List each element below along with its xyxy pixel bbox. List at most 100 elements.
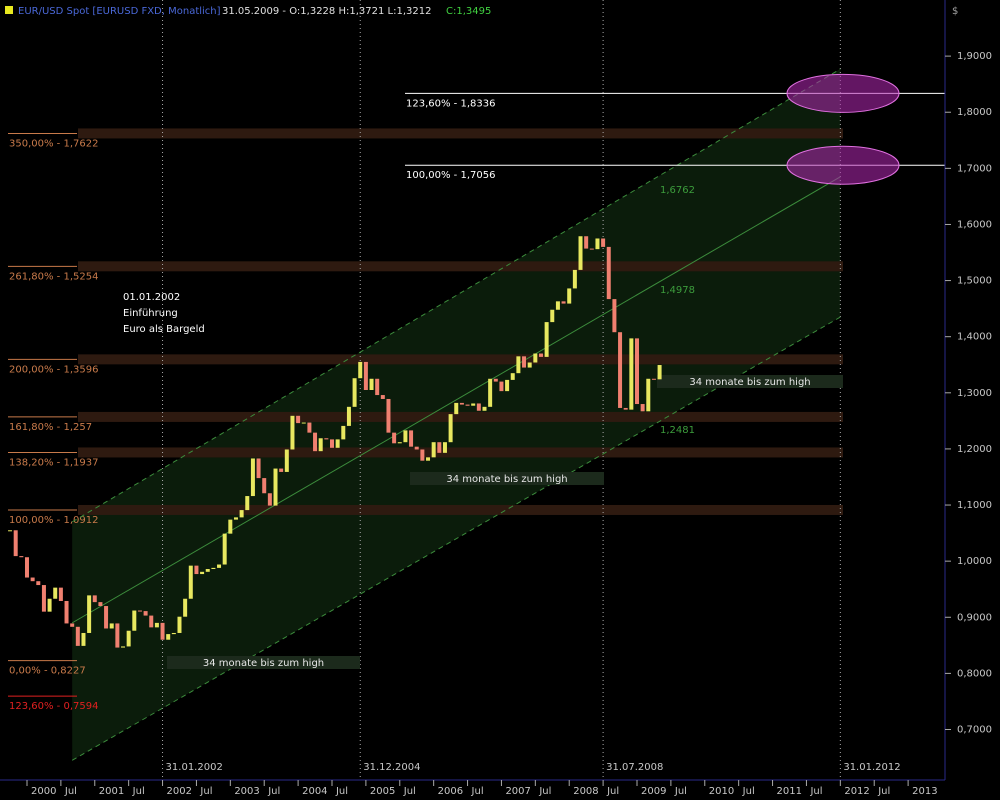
x-tick-label: Jul — [199, 786, 212, 797]
candle — [121, 646, 126, 648]
candle — [476, 403, 481, 411]
annotation: 34 monate bis zum high — [446, 474, 567, 485]
candle — [64, 600, 69, 624]
candle — [442, 442, 447, 453]
candle — [36, 581, 41, 586]
candle — [380, 395, 385, 399]
y-tick-label: 1,6000 — [957, 219, 992, 230]
candle — [629, 338, 634, 410]
candle — [324, 438, 329, 440]
candle — [335, 439, 340, 448]
candle — [448, 414, 453, 443]
level-label: 350,00% - 1,7622 — [9, 138, 98, 149]
candle — [499, 381, 504, 392]
symbol-icon — [5, 6, 13, 14]
x-tick-label: Jul — [742, 786, 755, 797]
level-band — [78, 261, 843, 272]
candle — [126, 630, 131, 647]
x-tick-label: 2010 — [709, 786, 734, 797]
candle — [601, 238, 606, 247]
channel-label: 1,6762 — [660, 185, 695, 196]
candle — [414, 446, 419, 450]
candle — [538, 353, 543, 357]
chart-title: EUR/USD Spot [EURUSD FXD, Monatlich] — [18, 6, 221, 17]
level-band — [78, 504, 843, 515]
y-tick-label: 1,9000 — [957, 51, 992, 62]
candle — [505, 379, 510, 392]
candle — [572, 269, 577, 289]
candle — [318, 438, 323, 452]
level-band — [78, 411, 843, 422]
candle — [301, 422, 306, 424]
candle — [465, 404, 470, 406]
candle — [375, 378, 380, 396]
annotation-box — [167, 656, 360, 669]
candle — [154, 622, 159, 628]
target-ellipse — [786, 73, 900, 113]
candle — [296, 415, 301, 424]
channel-line — [71, 68, 841, 523]
x-tick-label: 2008 — [573, 786, 598, 797]
annotation: 34 monate bis zum high — [689, 377, 810, 388]
level-label: 123,60% - 0,7594 — [9, 701, 98, 712]
candle — [115, 623, 120, 648]
candle — [47, 598, 52, 612]
y-tick-label: 1,2000 — [957, 444, 992, 455]
x-tick-label: Jul — [267, 786, 280, 797]
level-label: 200,00% - 1,3596 — [9, 364, 98, 375]
candle — [578, 236, 583, 270]
candle — [550, 309, 555, 323]
candle — [561, 301, 566, 304]
x-tick-label: 2012 — [844, 786, 869, 797]
x-tick-label: 2007 — [505, 786, 530, 797]
level-label: 138,20% - 1,1937 — [9, 457, 98, 468]
candle — [640, 404, 645, 412]
close-label: C:1,3495 — [446, 6, 491, 17]
candle — [228, 519, 233, 534]
candle — [290, 415, 295, 450]
candle — [493, 378, 498, 382]
candle — [437, 442, 442, 453]
x-tick-label: Jul — [64, 786, 77, 797]
candle — [92, 595, 97, 603]
candle — [386, 398, 391, 433]
candle — [211, 567, 216, 570]
note: Einführung — [123, 308, 178, 319]
candle — [166, 634, 171, 640]
candle — [346, 406, 351, 426]
candle — [618, 332, 623, 408]
candle — [177, 616, 182, 633]
candle — [205, 569, 210, 572]
x-tick-label: 2003 — [234, 786, 259, 797]
candle — [454, 402, 459, 415]
candle — [160, 622, 165, 640]
channel-label: 1,4978 — [660, 285, 695, 296]
target-label: 100,00% - 1,7056 — [406, 170, 495, 181]
candle — [431, 442, 436, 458]
level-label: 100,00% - 1,0912 — [9, 515, 98, 526]
candle — [250, 458, 255, 497]
candle — [104, 606, 109, 629]
x-tick-label: 2001 — [99, 786, 124, 797]
candle — [482, 406, 487, 411]
x-tick-label: Jul — [606, 786, 619, 797]
level-band — [78, 128, 843, 139]
x-tick-label: Jul — [674, 786, 687, 797]
candle — [53, 587, 58, 599]
candle — [279, 468, 284, 472]
candle — [510, 373, 515, 380]
date-label: 31.12.2004 — [363, 762, 420, 773]
candle — [41, 585, 46, 612]
candle — [409, 430, 414, 447]
annotation: 34 monate bis zum high — [203, 658, 324, 669]
candle — [19, 556, 24, 558]
x-tick-label: 2005 — [370, 786, 395, 797]
channel-line — [71, 176, 841, 624]
candle — [646, 378, 651, 412]
y-tick-label: 0,7000 — [957, 724, 992, 735]
x-tick-label: Jul — [403, 786, 416, 797]
candle — [397, 442, 402, 444]
candle — [8, 530, 13, 532]
candle — [149, 615, 154, 628]
